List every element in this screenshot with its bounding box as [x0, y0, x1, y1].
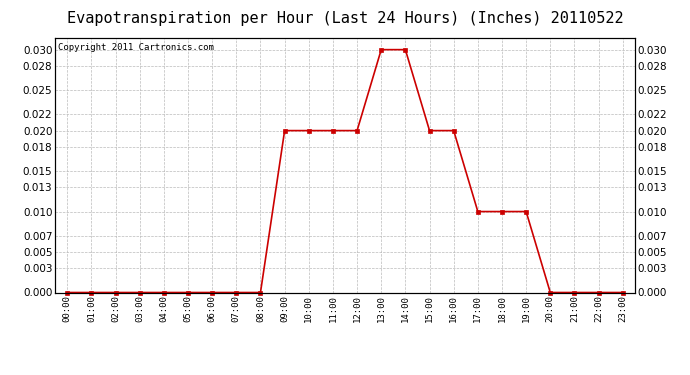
- Text: Copyright 2011 Cartronics.com: Copyright 2011 Cartronics.com: [58, 43, 214, 52]
- Text: Evapotranspiration per Hour (Last 24 Hours) (Inches) 20110522: Evapotranspiration per Hour (Last 24 Hou…: [67, 11, 623, 26]
